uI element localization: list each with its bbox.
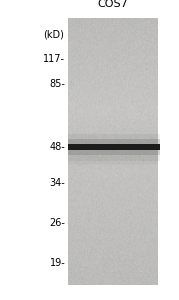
Text: 19-: 19-: [50, 257, 65, 268]
Text: 117-: 117-: [43, 53, 65, 64]
Bar: [68, 134, 160, 144]
Text: 85-: 85-: [49, 79, 65, 89]
Bar: [68, 150, 160, 160]
Text: (kD): (kD): [43, 29, 64, 40]
Bar: [68, 150, 160, 155]
Text: 48-: 48-: [50, 142, 65, 152]
Bar: [68, 144, 160, 150]
Bar: [68, 139, 160, 144]
Text: 26-: 26-: [49, 218, 65, 229]
Text: 34-: 34-: [50, 178, 65, 188]
Text: COS7: COS7: [98, 0, 128, 9]
